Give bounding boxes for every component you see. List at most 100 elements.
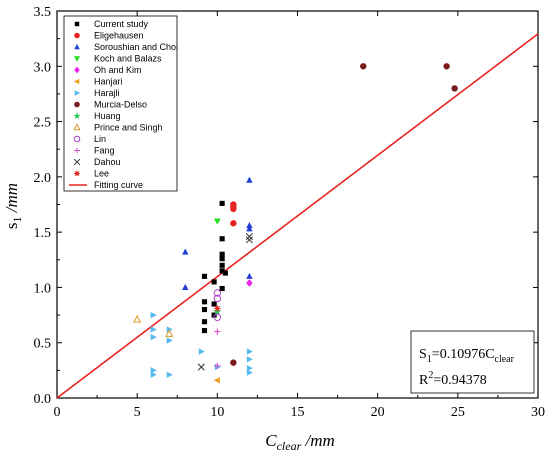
point-harajli xyxy=(246,348,253,355)
point-current-study xyxy=(201,273,208,279)
point-fang xyxy=(214,362,221,370)
x-axis-title-main: C xyxy=(265,431,277,450)
y-tick-label: 2.0 xyxy=(34,171,52,186)
y-axis-title-unit: /mm xyxy=(2,183,21,217)
y-tick-label: 1.5 xyxy=(34,226,52,241)
legend-label-huang: Huang xyxy=(94,111,121,121)
legend-label-soroushian-and-choi: Soroushian and Choi xyxy=(94,42,178,52)
point-current-study xyxy=(219,200,225,206)
svg-text:s1 /mm: s1 /mm xyxy=(2,183,24,229)
legend-label-fang: Fang xyxy=(94,146,115,156)
legend-label-murcia-delso: Murcia-Delso xyxy=(94,100,147,110)
point-murcia-delso xyxy=(360,63,367,70)
legend-marker-fang xyxy=(74,147,80,154)
fitting-curve-line xyxy=(56,33,539,399)
legend-label-harajli: Harajli xyxy=(94,88,120,98)
legend-marker-prince-and-singh xyxy=(73,123,81,131)
point-current-study xyxy=(219,251,225,257)
point-harajli xyxy=(246,356,253,363)
point-current-study xyxy=(201,306,208,313)
point-eligehausen xyxy=(230,201,237,208)
point-lin xyxy=(213,294,222,303)
point-harajli xyxy=(150,326,157,333)
point-dahou xyxy=(245,236,253,244)
point-harajli xyxy=(166,371,173,378)
legend-marker-eligehausen xyxy=(74,32,80,39)
legend-box xyxy=(63,15,178,192)
x-tick-label: 5 xyxy=(134,405,141,420)
legend-marker-oh-and-kim xyxy=(74,66,80,74)
point-murcia-delso xyxy=(451,85,458,92)
legend-label-fitting-curve: Fitting curve xyxy=(94,180,143,190)
point-soroushian-and-choi xyxy=(246,272,253,279)
legend-marker-huang xyxy=(73,112,81,119)
point-harajli xyxy=(246,364,253,372)
point-eligehausen xyxy=(230,220,237,227)
x-axis-title-sub: clear xyxy=(277,439,302,453)
x-axis-title: Cclear /mm xyxy=(265,431,335,453)
annotation-r-sup: 2 xyxy=(428,370,433,381)
point-soroushian-and-choi xyxy=(246,221,253,229)
y-tick-label: 2.5 xyxy=(34,116,52,131)
annotation-r: R xyxy=(419,373,429,388)
point-current-study xyxy=(219,268,225,274)
y-axis-title-main: s xyxy=(2,222,21,229)
x-axis-title-unit: /mm xyxy=(301,431,335,450)
point-lin xyxy=(213,289,222,297)
point-current-study xyxy=(201,327,208,334)
point-harajli xyxy=(150,333,157,341)
legend-marker-lee xyxy=(74,170,80,177)
point-current-study xyxy=(201,319,208,325)
point-current-study xyxy=(211,312,217,318)
point-soroushian-and-choi xyxy=(246,176,253,183)
y-tick-label: 1.0 xyxy=(34,281,52,296)
annotation-slope: =0.10976C xyxy=(432,347,495,362)
equation-annotation: S1=0.10976Cclear R2=0.94378 xyxy=(410,330,535,394)
point-murcia-delso xyxy=(443,63,450,70)
svg-text:R2=0.94378: R2=0.94378 xyxy=(419,370,487,388)
x-tick-label: 15 xyxy=(291,405,305,420)
legend-marker-hanjari xyxy=(73,78,80,85)
svg-text:Cclear /mm: Cclear /mm xyxy=(265,431,335,453)
legend-label-dahou: Dahou xyxy=(94,157,121,167)
y-tick-label: 0.5 xyxy=(34,337,52,352)
data-points xyxy=(133,63,458,384)
x-tick-label: 10 xyxy=(210,405,224,420)
point-koch-and-balazs xyxy=(213,218,221,225)
y-axis-title: s1 /mm xyxy=(2,183,24,229)
axis-ticks: 0 5 10 15 20 25 30 0.0 0.5 1.0 1.5 2.0 2.5 3.0 3.5 xyxy=(34,5,546,420)
y-tick-label: 3.0 xyxy=(34,60,52,75)
point-prince-and-singh xyxy=(165,329,174,337)
point-soroushian-and-choi xyxy=(182,248,189,255)
x-tick-label: 0 xyxy=(54,405,61,420)
point-dahou xyxy=(197,363,205,371)
y-tick-label: 0.0 xyxy=(34,392,52,407)
legend-marker-murcia-delso xyxy=(74,101,80,108)
y-axis-title-sub: 1 xyxy=(10,216,24,222)
legend-label-prince-and-singh: Prince and Singh xyxy=(94,123,163,133)
legend-label-oh-and-kim: Oh and Kim xyxy=(94,65,142,75)
x-tick-label: 30 xyxy=(531,405,545,420)
legend-marker-lin xyxy=(73,135,81,143)
point-soroushian-and-choi xyxy=(246,225,253,232)
annotation-s-sub: 1 xyxy=(427,354,432,365)
annotation-r2: =0.94378 xyxy=(433,373,486,388)
annotation-s: S xyxy=(419,347,427,362)
legend-label-current-study: Current study xyxy=(94,19,149,29)
point-harajli xyxy=(166,326,173,333)
point-oh-and-kim xyxy=(246,279,253,287)
legend-marker-harajli xyxy=(74,90,81,96)
point-current-study xyxy=(222,270,228,276)
point-prince-and-singh xyxy=(133,314,142,323)
legend-label-koch-and-balazs: Koch and Balazs xyxy=(94,54,162,64)
point-harajli xyxy=(166,337,173,344)
point-current-study xyxy=(219,262,225,268)
legend-marker-dahou xyxy=(73,158,81,166)
svg-text:S1=0.10976Cclear: S1=0.10976Cclear xyxy=(419,347,515,365)
x-tick-label: 25 xyxy=(451,405,465,420)
point-soroushian-and-choi xyxy=(182,283,189,290)
point-dahou xyxy=(245,233,253,241)
